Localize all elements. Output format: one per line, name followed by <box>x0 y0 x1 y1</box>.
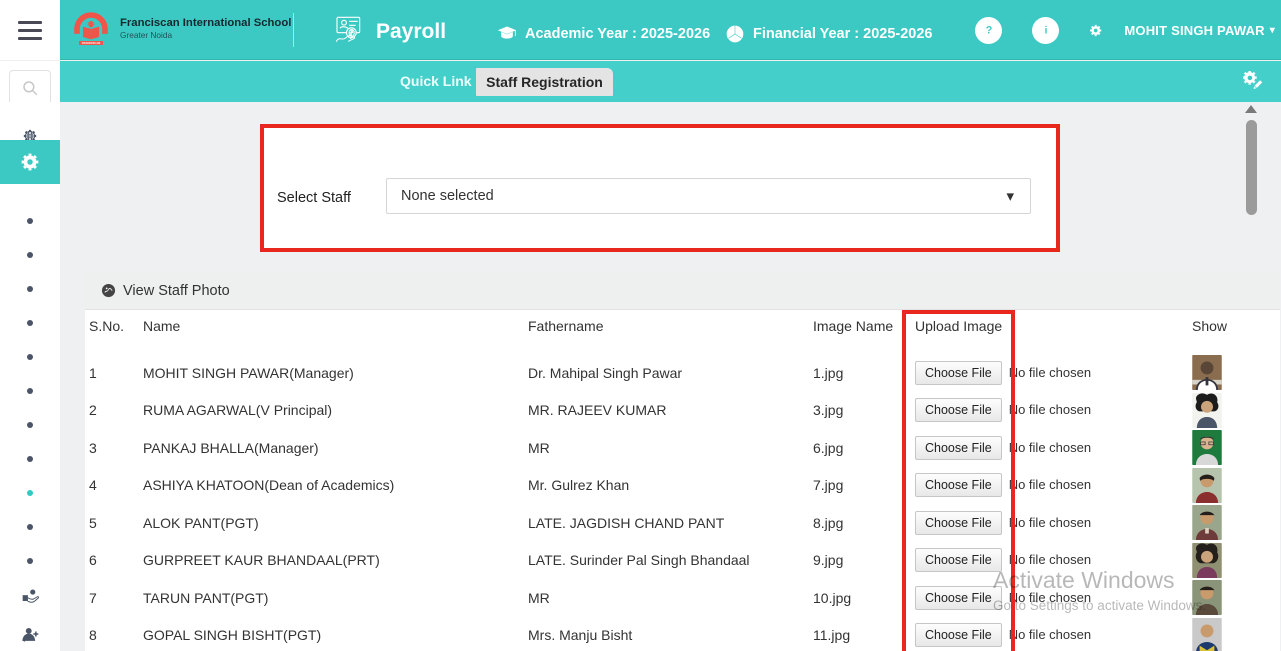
svg-text:₹: ₹ <box>32 591 34 595</box>
svg-text:i: i <box>1044 26 1047 37</box>
svg-text:FRANCISCAN: FRANCISCAN <box>82 41 101 45</box>
svg-text:?: ? <box>985 25 992 37</box>
